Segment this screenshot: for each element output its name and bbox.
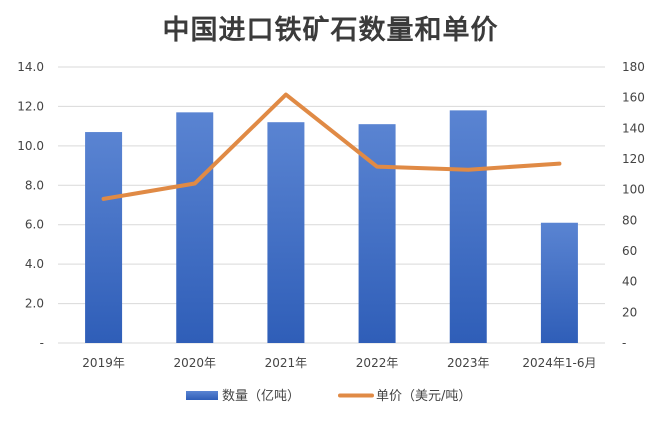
axes: - 2.0 4.0 6.0 8.0 10.0 12.0 14.0 - 20 40 60 80 100 120… <box>17 60 645 370</box>
y-right-tick-label: 160 <box>622 91 645 105</box>
y-right-tick-label: 40 <box>622 275 637 289</box>
x-tick-label: 2022年 <box>356 356 399 370</box>
legend-swatch-bar <box>186 391 218 400</box>
x-tick-label: 2021年 <box>265 356 308 370</box>
y-right-tick-label: 100 <box>622 183 645 197</box>
y-left-tick-label: - <box>40 336 44 350</box>
y-right-tick-label: 60 <box>622 244 637 258</box>
y-right-tick-label: 140 <box>622 121 645 135</box>
bar <box>267 122 305 343</box>
y-right-tick-label: 20 <box>622 305 637 319</box>
legend-label-quantity: 数量（亿吨） <box>222 389 300 404</box>
y-right-tick-label: 180 <box>622 60 645 74</box>
legend: 数量（亿吨） 单价（美元/吨） <box>186 389 471 404</box>
chart-title: 中国进口铁矿石数量和单价 <box>162 15 499 46</box>
line-series <box>101 92 562 201</box>
bar <box>176 112 214 343</box>
x-tick-label: 2023年 <box>447 356 490 370</box>
y-right-tick-label: 120 <box>622 152 645 166</box>
bar <box>85 132 123 343</box>
bar <box>449 110 487 343</box>
y-left-tick-label: 2.0 <box>25 297 44 311</box>
y-left-tick-label: 10.0 <box>17 139 44 153</box>
x-tick-label: 2019年 <box>82 356 125 370</box>
y-left-tick-label: 6.0 <box>25 218 44 232</box>
bar <box>540 222 578 343</box>
y-left-tick-label: 4.0 <box>25 257 44 271</box>
y-right-tick-label: 80 <box>622 213 637 227</box>
gridlines <box>58 66 605 344</box>
x-tick-label: 2020年 <box>173 356 216 370</box>
y-left-tick-label: 12.0 <box>17 99 44 113</box>
bar-series <box>85 110 578 344</box>
price-line <box>101 92 562 201</box>
x-tick-label: 2024年1-6月 <box>522 356 596 370</box>
y-right-tick-label: - <box>622 336 626 350</box>
legend-label-price: 单价（美元/吨） <box>376 389 471 404</box>
bar <box>358 124 396 344</box>
y-left-tick-label: 14.0 <box>17 60 44 74</box>
y-left-tick-label: 8.0 <box>25 178 44 192</box>
